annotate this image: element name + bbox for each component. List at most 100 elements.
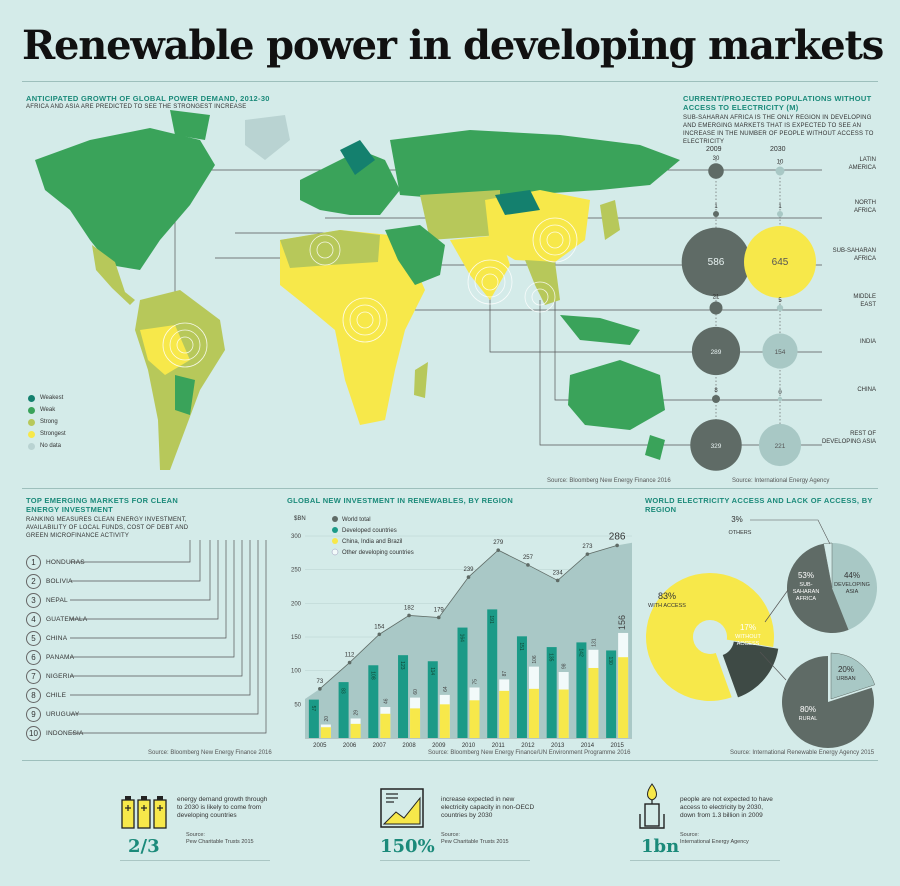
bar-label-developed: 130	[607, 656, 613, 665]
stat-underline	[380, 860, 530, 861]
legend-label: China, India and Brazil	[342, 539, 402, 545]
breakdown-name: RURAL	[799, 716, 818, 722]
stat-source: International Energy Agency	[680, 839, 749, 845]
stat-underline	[120, 860, 270, 861]
investment-source: Source: Bloomberg New Energy Finance/UN …	[428, 750, 631, 756]
legend-swatch	[28, 418, 35, 426]
x-tick-label: 2009	[432, 743, 446, 749]
x-tick-label: 2008	[402, 743, 416, 749]
world-total-label: 112	[345, 653, 355, 659]
legend-label: Weakest	[40, 395, 64, 401]
bar-label-developed: 151	[518, 642, 524, 651]
investment-chart: 50 100 150 200 250 300 73 112 154 182 179 239 279 257…	[291, 516, 632, 749]
legend-label: Other developing countries	[342, 550, 414, 556]
bar-developed	[516, 636, 527, 738]
slice-name-without-access: WITHOUT	[735, 634, 761, 640]
world-total-point	[496, 548, 501, 552]
breakdown-label: 53%	[798, 571, 814, 580]
pie-slice-with-access	[646, 573, 774, 701]
world-total-label: 179	[434, 607, 445, 613]
bubble-2030	[775, 166, 785, 176]
others-leader-line	[750, 519, 831, 545]
market-name: URUGUAY	[46, 710, 80, 718]
legend-label: Developed countries	[342, 528, 397, 534]
madagascar	[414, 362, 428, 398]
stat-source: Pew Charitable Trusts 2015	[441, 839, 509, 845]
breakdown-label: 3%	[731, 515, 743, 524]
breakdown-name: OTHERS	[729, 530, 752, 536]
rank-badge: 8	[26, 687, 41, 703]
bar-group: 164 75 2010	[457, 627, 480, 749]
legend-item: No data	[28, 440, 66, 452]
chart-legend: World total Developed countries China, Ind…	[331, 516, 414, 556]
connector-line	[764, 589, 789, 623]
market-name: CHILE	[46, 691, 67, 699]
market-row: 2 BOLIVIA	[26, 572, 73, 590]
region-label: REST OF	[850, 431, 876, 437]
bar-group: 130 156 2015	[606, 615, 629, 749]
legend-label: No data	[40, 443, 62, 449]
world-total-label: 182	[404, 605, 415, 611]
region-label: EAST	[860, 302, 876, 308]
world-total-point	[377, 632, 382, 637]
legend-item: Other developing countries	[331, 548, 414, 556]
y-tick-label: 150	[291, 635, 302, 641]
bar-developed	[546, 647, 557, 738]
bar-label-other: 20	[324, 716, 330, 722]
legend-label: Strong	[40, 419, 58, 425]
paraguay	[175, 375, 195, 415]
slice-label-with-access: 83%	[658, 591, 676, 601]
markets-heading: TOP EMERGING MARKETS FOR CLEAN ENERGY IN…	[26, 496, 179, 514]
stat-underline	[630, 860, 780, 861]
bubble-2009	[691, 326, 741, 376]
legend-item: Developed countries	[332, 527, 397, 534]
markets-leader-lines	[70, 540, 267, 734]
market-row: 1 HONDURAS	[26, 553, 85, 571]
world-total-point	[555, 578, 560, 583]
market-row: 7 NIGERIA	[26, 667, 74, 685]
legend-swatch	[28, 442, 35, 450]
bar-label-other: 87	[502, 671, 508, 677]
bubble-label-2030: 0	[778, 390, 782, 396]
stat-value: 1bn	[641, 836, 680, 857]
bubble-2009	[708, 163, 724, 179]
region-label: AFRICA	[854, 256, 876, 262]
bar-group: 123 60 2008	[398, 655, 421, 749]
region-label: LATIN	[859, 157, 876, 163]
pie-hole	[694, 621, 726, 653]
bubble-2030	[777, 396, 783, 402]
stat-value: 2/3	[128, 836, 160, 857]
region-label: INDIA	[860, 339, 876, 345]
world-total-label: 286	[609, 531, 626, 542]
legend-swatch	[28, 406, 35, 414]
india	[450, 235, 510, 300]
stat-description: increase expected in new electricity cap…	[441, 796, 535, 819]
bar-group: 57 20 2005	[308, 699, 331, 749]
bar-label-developed: 164	[459, 634, 465, 643]
bar-group: 151 106 2012	[516, 636, 539, 749]
legend-item: Strongest	[28, 428, 66, 440]
bubble-label-2009: 30	[713, 156, 720, 162]
middle-east	[385, 225, 445, 285]
region-label: CHINA	[857, 387, 876, 393]
market-name: GUATEMALA	[46, 615, 88, 623]
map-legend: Weakest Weak Strong Strongest No data	[28, 392, 66, 452]
y-tick-label: 300	[291, 534, 302, 540]
world-total-label: 257	[523, 555, 534, 561]
breakdown-label: 44%	[844, 571, 860, 580]
world-total-point	[318, 687, 322, 691]
bar-developed	[398, 655, 409, 738]
population-subheading: SUB-SAHARAN AFRICA IS THE ONLY REGION IN…	[683, 115, 874, 145]
slice-name-with-access: WITH ACCESS	[648, 603, 686, 609]
bar-china-india-brazil	[410, 708, 421, 738]
x-tick-label: 2012	[521, 743, 535, 749]
world-total-label: 273	[582, 544, 593, 550]
bubble-label-2030: 154	[775, 349, 786, 356]
bubble-label-2009: 329	[711, 443, 722, 450]
markets-subheading: RANKING MEASURES CLEAN ENERGY INVESTMENT…	[26, 517, 189, 539]
region-label: NORTH	[855, 200, 876, 206]
world-total-label: 239	[463, 567, 474, 573]
bubble-label-2030: 5	[778, 298, 782, 304]
bar-developed	[606, 650, 617, 738]
arctic-islands	[170, 110, 210, 140]
